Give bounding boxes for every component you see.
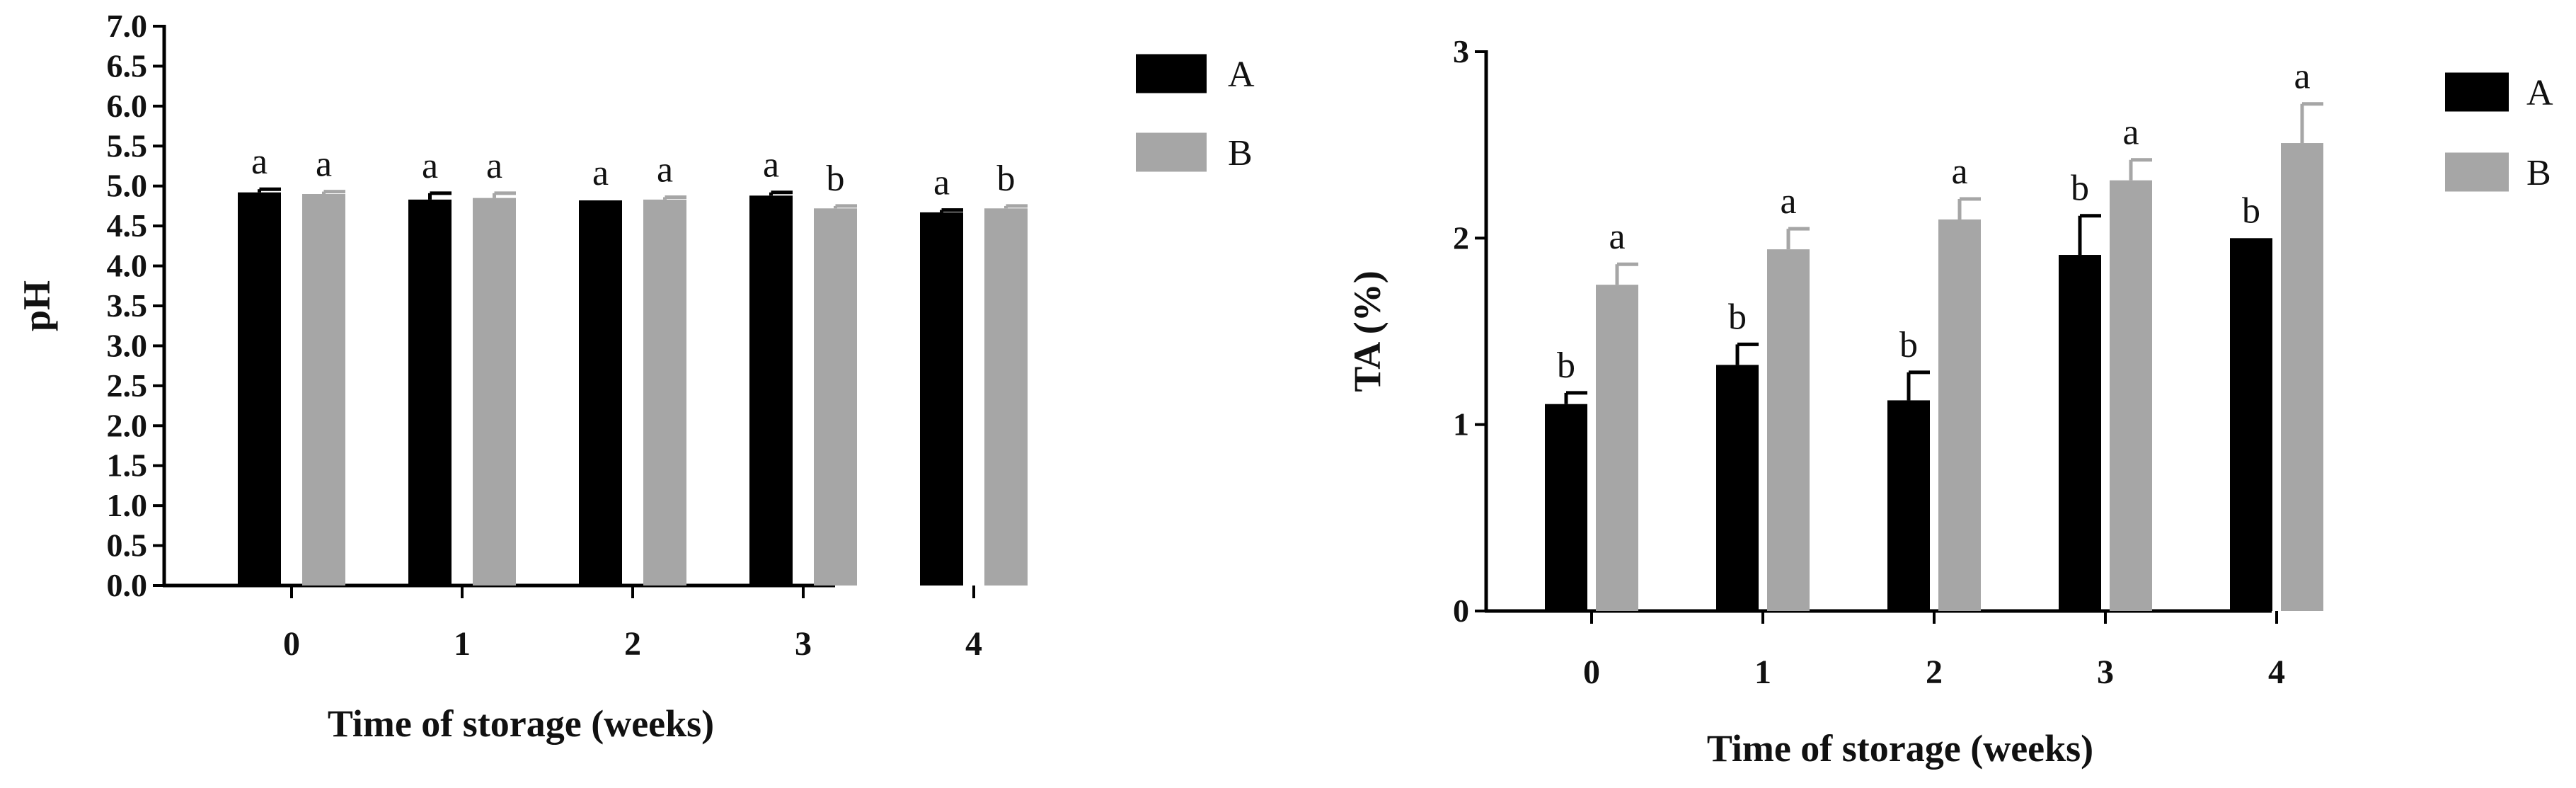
y-axis-label: pH: [16, 280, 58, 331]
legend-swatch-A: [1136, 54, 1207, 93]
y-tick-label: 7.0: [107, 8, 148, 44]
bar-B-1: [1767, 249, 1810, 611]
significance-letter: a: [251, 142, 268, 182]
x-axis-label: Time of storage (weeks): [1707, 727, 2093, 770]
x-tick-label: 3: [2097, 653, 2114, 691]
y-tick-label: 6.0: [107, 88, 148, 124]
significance-letter: a: [1951, 152, 1967, 192]
significance-letter: a: [486, 146, 502, 186]
y-tick-label: 0.5: [107, 527, 148, 564]
bar-B-3: [2110, 180, 2152, 611]
y-tick-label: 2.0: [107, 407, 148, 443]
x-tick-label: 4: [2268, 653, 2285, 691]
bar-B-1: [473, 198, 516, 586]
bar-A-4: [920, 212, 963, 586]
y-tick-label: 0: [1453, 593, 1469, 629]
y-tick-label: 5.0: [107, 168, 148, 204]
y-tick-label: 2.5: [107, 367, 148, 404]
significance-letter: b: [997, 159, 1016, 199]
legend-label-A: A: [1228, 55, 1255, 95]
legend-label-B: B: [1228, 133, 1253, 173]
x-tick-label: 0: [1583, 653, 1600, 691]
ph-chart: 0.00.5 1.01.5 2.02.5 3.03.54.0 4.55.0 5.56.0 6…: [16, 8, 1255, 745]
y-tick-label: 1: [1453, 406, 1469, 442]
bar-A-4: [2230, 238, 2272, 611]
y-tick-label: 2: [1453, 219, 1469, 256]
y-tick-label: 4.0: [107, 248, 148, 284]
x-tick-label: 2: [1926, 653, 1943, 691]
bar-B-4: [984, 208, 1028, 586]
significance-letter: a: [592, 153, 609, 193]
significance-letter: a: [316, 144, 332, 185]
legend-swatch-B: [2445, 152, 2509, 192]
legend-swatch-A: [2445, 72, 2509, 112]
x-tick-label: 1: [1754, 653, 1771, 691]
significance-letter: a: [763, 145, 779, 185]
bar-A-3: [749, 195, 793, 586]
bar-A-0: [238, 192, 281, 586]
x-tick-label: 2: [624, 625, 641, 663]
bar-B-4: [2281, 143, 2323, 612]
x-tick-label: 4: [965, 625, 982, 663]
y-tick-label: 6.5: [107, 47, 148, 84]
bar-B-2: [1938, 219, 1981, 611]
significance-letter: a: [1609, 217, 1625, 257]
x-tick-label: 3: [795, 625, 812, 663]
y-tick-label: 4.5: [107, 207, 148, 244]
bar-A-1: [408, 199, 452, 586]
y-tick-label: 0.0: [107, 567, 148, 603]
bar-A-1: [1716, 365, 1759, 611]
significance-letter: b: [827, 159, 845, 199]
bar-A-0: [1545, 404, 1587, 611]
bar-B-0: [1596, 285, 1638, 611]
bar-B-2: [643, 199, 686, 586]
y-tick-label: 3: [1453, 33, 1469, 69]
legend-label-B: B: [2526, 153, 2551, 193]
y-tick-label: 1.5: [107, 447, 148, 484]
significance-letter: b: [2242, 190, 2260, 231]
y-tick-label: 1.0: [107, 487, 148, 523]
significance-letter: b: [1557, 346, 1575, 386]
significance-letter: a: [2122, 113, 2139, 153]
significance-letter: b: [2071, 169, 2089, 209]
y-tick-label: 3.0: [107, 327, 148, 363]
bar-B-3: [814, 208, 857, 586]
significance-letter: a: [933, 163, 950, 203]
legend-label-A: A: [2526, 73, 2553, 113]
x-tick-label: 0: [283, 625, 300, 663]
y-axis-label: TA (%): [1346, 270, 1388, 392]
significance-letter: b: [1899, 325, 1918, 365]
y-tick-label: 3.5: [107, 287, 148, 324]
bar-B-0: [302, 194, 345, 586]
y-tick-label: 5.5: [107, 127, 148, 164]
legend-swatch-B: [1136, 132, 1207, 172]
x-tick-label: 1: [454, 625, 471, 663]
significance-letter: a: [657, 150, 673, 190]
x-axis-label: Time of storage (weeks): [328, 702, 714, 745]
bar-A-3: [2059, 255, 2101, 611]
significance-letter: a: [422, 146, 438, 186]
bar-A-2: [1887, 400, 1930, 611]
significance-letter: a: [2294, 57, 2310, 97]
significance-letter: b: [1728, 297, 1747, 337]
bar-A-2: [579, 200, 622, 586]
significance-letter: a: [1780, 181, 1796, 222]
